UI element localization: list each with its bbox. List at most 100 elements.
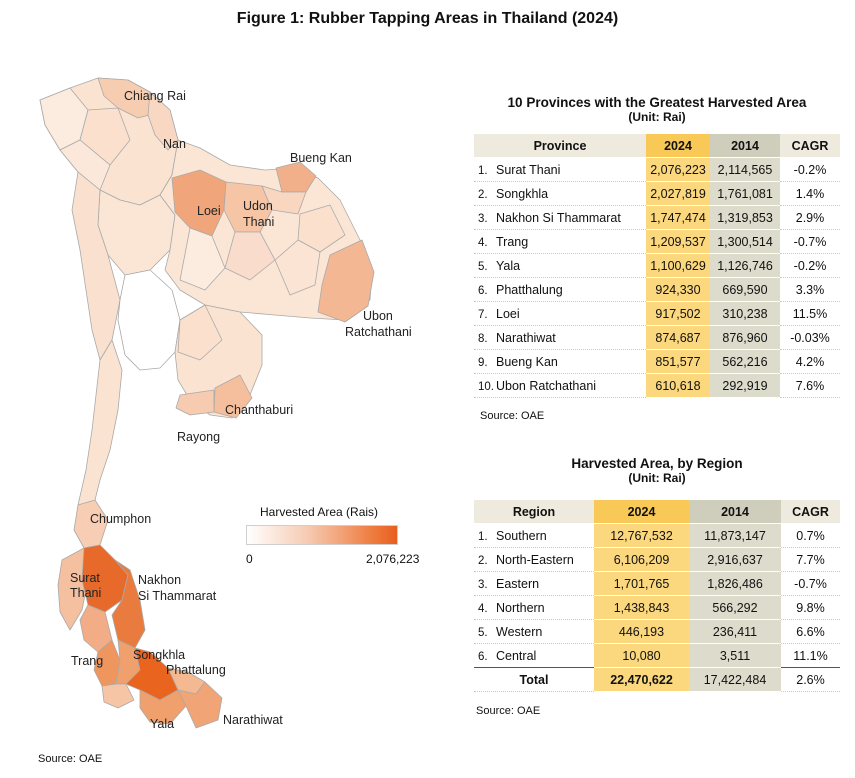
province-row-name: Loei — [496, 306, 520, 321]
map-label-narathiwat: Narathiwat — [223, 713, 283, 727]
province-row-name: Trang — [496, 234, 529, 249]
value-2024: 610,618 — [646, 373, 710, 398]
province-row: 7. Loei 917,502 310,238 11.5% — [474, 301, 840, 326]
value-2014: 2,916,637 — [689, 547, 781, 572]
map-province-narathiwat — [177, 681, 223, 729]
region-row-name: Southern — [496, 528, 547, 543]
provinces-table-source: Source: OAE — [480, 410, 545, 422]
map-label-chiang-rai: Chiang Rai — [124, 89, 186, 103]
value-2014: 1,126,746 — [710, 253, 780, 278]
province-row-name-cell: 3. Nakhon Si Thammarat — [474, 205, 646, 230]
legend-title: Harvested Area (Rais) — [260, 505, 379, 519]
header-2024: 2024 — [646, 134, 710, 158]
value-cagr: -0.03% — [780, 325, 840, 350]
province-row: 3. Nakhon Si Thammarat 1,747,474 1,319,853 2… — [474, 205, 840, 230]
region-row-name-cell: 1. Southern — [474, 523, 594, 548]
value-2024: 1,438,843 — [594, 595, 689, 620]
province-row: 6. Phatthalung 924,330 669,590 3.3% — [474, 277, 840, 302]
province-row-name-cell: 4. Trang — [474, 229, 646, 254]
region-row-name-cell: 2. North-Eastern — [474, 547, 594, 572]
value-cagr: 9.8% — [781, 595, 840, 620]
map-province-north-b — [79, 107, 131, 166]
rank-number: 2. — [478, 554, 488, 567]
value-cagr: 11.1% — [781, 643, 840, 668]
value-2014: 1,826,486 — [689, 571, 781, 596]
map-source: Source: OAE — [38, 753, 103, 765]
province-row-name-cell: 8. Narathiwat — [474, 325, 646, 350]
region-total-row: Total 22,470,622 17,422,484 2.6% — [474, 667, 840, 692]
value-2014: 876,960 — [710, 325, 780, 350]
province-row: 9. Bueng Kan 851,577 562,216 4.2% — [474, 349, 840, 374]
rank-number: 8. — [478, 332, 488, 345]
map-label-songkhla: Songkhla — [133, 648, 185, 662]
value-2014: 1,319,853 — [710, 205, 780, 230]
value-2024: 1,747,474 — [646, 205, 710, 230]
value-cagr: 0.7% — [781, 523, 840, 548]
region-row-name: Northern — [496, 600, 545, 615]
value-cagr: 4.2% — [780, 349, 840, 374]
map-province-ne-d — [179, 227, 226, 291]
rank-number: 5. — [478, 626, 488, 639]
province-row: 5. Yala 1,100,629 1,126,746 -0.2% — [474, 253, 840, 278]
province-row-name-cell: 6. Phatthalung — [474, 277, 646, 302]
region-row-name-cell: 4. Northern — [474, 595, 594, 620]
province-row-name-cell: 7. Loei — [474, 301, 646, 326]
total-2014: 17,422,484 — [689, 667, 781, 692]
value-2014: 2,114,565 — [710, 157, 780, 182]
provinces-table-header: Province 2024 2014 CAGR — [474, 134, 840, 158]
header-2024: 2024 — [594, 500, 689, 524]
map-label-chanthaburi: Chanthaburi — [225, 403, 293, 417]
header-cagr: CAGR — [781, 500, 840, 524]
region-row: 6. Central 10,080 3,511 11.1% — [474, 643, 840, 668]
map-province-ne-c — [274, 239, 321, 296]
rank-number: 2. — [478, 188, 488, 201]
value-2014: 669,590 — [710, 277, 780, 302]
value-cagr: 1.4% — [780, 181, 840, 206]
region-row: 3. Eastern 1,701,765 1,826,486 -0.7% — [474, 571, 840, 596]
value-2024: 917,502 — [646, 301, 710, 326]
provinces-table: Province 2024 2014 CAGR 1. Surat Thani 2,0… — [474, 134, 840, 398]
value-2024: 446,193 — [594, 619, 689, 644]
value-cagr: 2.9% — [780, 205, 840, 230]
region-table-source: Source: OAE — [476, 705, 541, 717]
rank-number: 6. — [478, 650, 488, 663]
value-2014: 11,873,147 — [689, 523, 781, 548]
value-cagr: 3.3% — [780, 277, 840, 302]
map-label-udon: Udon — [243, 199, 273, 213]
province-row: 10. Ubon Ratchathani 610,618 292,919 7.6% — [474, 373, 840, 398]
province-row-name-cell: 2. Songkhla — [474, 181, 646, 206]
value-2014: 310,238 — [710, 301, 780, 326]
map-label-yala: Yala — [150, 717, 174, 731]
map-province-ubon — [317, 239, 375, 323]
region-row: 4. Northern 1,438,843 566,292 9.8% — [474, 595, 840, 620]
map-label-nan: Nan — [163, 137, 186, 151]
legend-color-scale — [246, 525, 398, 545]
map-label-si-thammarat: Si Thammarat — [138, 589, 217, 603]
region-table-title-block: Harvested Area, by Region (Unit: Rai) — [474, 456, 840, 485]
value-2014: 566,292 — [689, 595, 781, 620]
map-region-central — [117, 269, 181, 371]
value-2024: 12,767,532 — [594, 523, 689, 548]
value-cagr: 6.6% — [781, 619, 840, 644]
value-cagr: 11.5% — [780, 301, 840, 326]
value-cagr: -0.7% — [781, 571, 840, 596]
value-2024: 10,080 — [594, 643, 689, 668]
header-region: Region — [474, 500, 594, 524]
total-2024: 22,470,622 — [594, 667, 689, 692]
map-label-loei: Loei — [197, 204, 221, 218]
value-2014: 1,300,514 — [710, 229, 780, 254]
header-province: Province — [474, 134, 646, 158]
map-province-bueng-kan — [275, 161, 317, 193]
value-2024: 1,209,537 — [646, 229, 710, 254]
province-row-name-cell: 9. Bueng Kan — [474, 349, 646, 374]
rank-number: 4. — [478, 602, 488, 615]
map-label-trang: Trang — [71, 654, 103, 668]
region-row-name: North-Eastern — [496, 552, 574, 567]
map-province-north-c — [59, 139, 111, 191]
region-row-name-cell: 5. Western — [474, 619, 594, 644]
region-row-name: Central — [496, 648, 537, 663]
map-label-ubon: Ubon — [363, 309, 393, 323]
region-row-name: Western — [496, 624, 543, 639]
province-row-name-cell: 1. Surat Thani — [474, 157, 646, 182]
rank-number: 5. — [478, 260, 488, 273]
